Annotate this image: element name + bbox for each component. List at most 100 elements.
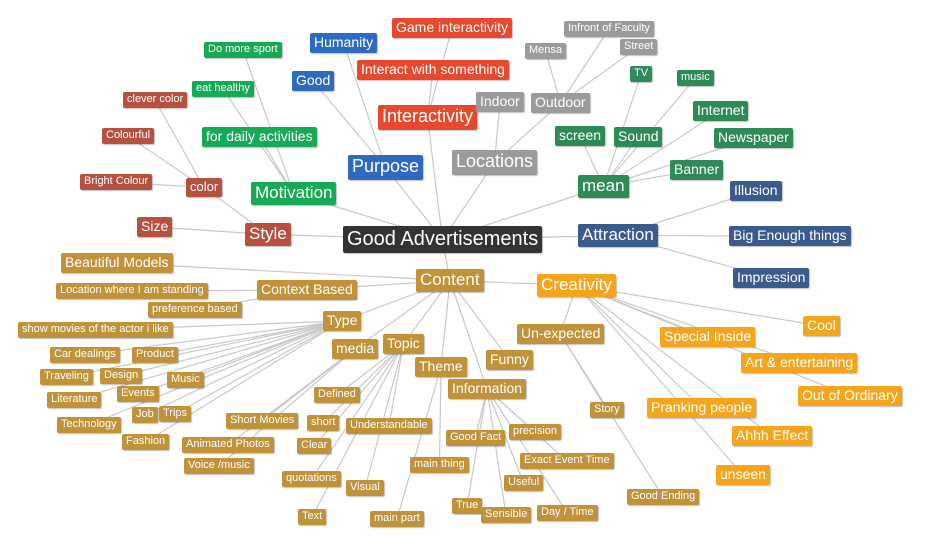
node-bright-colour[interactable]: Bright Colour <box>80 174 153 191</box>
node-newspaper[interactable]: Newspaper <box>714 128 793 148</box>
node-precision[interactable]: precision <box>509 424 562 441</box>
node-banner[interactable]: Banner <box>670 160 724 180</box>
node-humanity[interactable]: Humanity <box>310 33 378 53</box>
node-daily-activities[interactable]: for daily activities <box>202 127 317 147</box>
node-good-advertisements[interactable]: Good Advertisements <box>343 226 543 253</box>
node-internet[interactable]: Internet <box>693 101 749 121</box>
node-media[interactable]: media <box>332 339 379 359</box>
node-clear[interactable]: Clear <box>297 438 332 455</box>
node-product[interactable]: Product <box>132 347 178 364</box>
node-design[interactable]: Design <box>100 368 143 385</box>
node-location-where-standing[interactable]: Location where I am standing <box>56 283 208 300</box>
node-car-dealings[interactable]: Car dealings <box>50 347 120 364</box>
node-good[interactable]: Good <box>292 71 335 91</box>
connector-line <box>154 99 205 188</box>
node-short[interactable]: short <box>307 415 340 432</box>
node-day-time[interactable]: Day / Time <box>537 505 598 522</box>
node-traveling[interactable]: Traveling <box>40 369 93 386</box>
node-outdoor[interactable]: Outdoor <box>531 93 590 113</box>
node-mean[interactable]: mean <box>578 175 629 199</box>
connector-line <box>440 280 451 368</box>
node-mensa[interactable]: Mensa <box>525 43 567 60</box>
connector-line <box>426 117 444 240</box>
connector-line <box>576 285 744 476</box>
node-beautiful-models[interactable]: Beautiful Models <box>61 253 173 273</box>
node-big-enough-things[interactable]: Big Enough things <box>729 226 851 246</box>
connector-line <box>144 320 343 416</box>
node-technology[interactable]: Technology <box>57 417 121 434</box>
node-type[interactable]: Type <box>323 311 362 331</box>
node-quotations[interactable]: quotations <box>282 471 341 488</box>
node-main-part[interactable]: main part <box>370 511 424 528</box>
node-motivation[interactable]: Motivation <box>251 182 337 206</box>
node-voice-music[interactable]: Voice /music <box>184 458 254 475</box>
node-main-thing[interactable]: main thing <box>410 457 469 474</box>
node-show-movies[interactable]: show movies of the actor i like <box>18 322 173 339</box>
node-visual[interactable]: Visual <box>346 480 384 497</box>
node-trips[interactable]: Trips <box>159 406 192 423</box>
node-out-of-ordinary[interactable]: Out of Ordinary <box>798 386 902 406</box>
node-good-ending[interactable]: Good Ending <box>627 489 700 506</box>
node-information[interactable]: Information <box>448 379 527 399</box>
node-useful[interactable]: Useful <box>504 475 544 492</box>
node-exact-event-time[interactable]: Exact Event Time <box>520 453 614 470</box>
node-preference-based[interactable]: preference based <box>148 302 242 319</box>
node-animated-photos[interactable]: Animated Photos <box>182 437 274 454</box>
node-game-interactivity[interactable]: Game interactivity <box>392 18 513 38</box>
node-style[interactable]: Style <box>245 223 291 247</box>
node-impression[interactable]: Impression <box>733 268 810 288</box>
connector-line <box>88 320 343 426</box>
node-sensible[interactable]: Sensible <box>481 507 532 524</box>
node-art-entertaining[interactable]: Art & entertaining <box>741 353 858 373</box>
node-music-media[interactable]: music <box>677 70 714 87</box>
node-attraction[interactable]: Attraction <box>578 224 658 248</box>
node-eat-healthy[interactable]: eat healthy <box>192 81 254 98</box>
node-short-movies[interactable]: Short Movies <box>226 413 299 430</box>
node-text[interactable]: Text <box>298 509 327 526</box>
node-size[interactable]: Size <box>137 217 173 237</box>
node-understandable[interactable]: Understandable <box>346 418 432 435</box>
node-illusion[interactable]: Illusion <box>730 181 782 201</box>
node-literature[interactable]: Literature <box>47 392 102 409</box>
node-un-expected[interactable]: Un-expected <box>517 324 605 344</box>
node-color[interactable]: color <box>186 178 223 197</box>
node-good-fact[interactable]: Good Fact <box>446 430 506 447</box>
node-theme[interactable]: Theme <box>415 357 467 377</box>
node-pranking-people[interactable]: Pranking people <box>647 398 757 418</box>
node-unseen[interactable]: unseen <box>716 465 770 485</box>
connector-line <box>364 343 405 489</box>
node-do-more-sport[interactable]: Do more sport <box>204 42 282 59</box>
node-creativity[interactable]: Creativity <box>537 274 616 298</box>
node-ahhh-effect[interactable]: Ahhh Effect <box>732 426 813 446</box>
node-story[interactable]: Story <box>590 402 624 419</box>
node-clever-color[interactable]: clever color <box>123 92 188 109</box>
node-colourful[interactable]: Colourful <box>102 128 155 145</box>
node-defined[interactable]: Defined <box>314 387 360 404</box>
node-fashion[interactable]: Fashion <box>122 434 170 451</box>
node-special-inside[interactable]: Special Inside <box>660 327 756 347</box>
connector-line <box>603 110 721 188</box>
node-events[interactable]: Events <box>117 386 159 403</box>
node-street[interactable]: Street <box>620 39 658 56</box>
node-funny[interactable]: Funny <box>486 350 533 370</box>
node-content[interactable]: Content <box>416 269 484 293</box>
node-screen[interactable]: screen <box>555 126 606 146</box>
node-job[interactable]: Job <box>132 407 158 424</box>
node-infront-of-faculty[interactable]: Infront of Faculty <box>564 21 654 38</box>
node-context-based[interactable]: Context Based <box>257 280 357 300</box>
node-interact-with-something[interactable]: Interact with something <box>357 60 509 80</box>
node-true[interactable]: True <box>452 498 483 515</box>
node-topic[interactable]: Topic <box>383 334 424 354</box>
node-locations[interactable]: Locations <box>452 150 538 175</box>
node-indoor[interactable]: Indoor <box>476 92 524 112</box>
node-cool[interactable]: Cool <box>803 316 840 336</box>
node-purpose[interactable]: Purpose <box>348 155 424 180</box>
node-sound[interactable]: Sound <box>614 127 663 147</box>
node-music-type[interactable]: Music <box>167 372 204 389</box>
connector-line <box>66 320 343 378</box>
node-tv[interactable]: TV <box>630 66 653 83</box>
connector-line <box>486 388 507 516</box>
node-interactivity[interactable]: Interactivity <box>378 105 478 130</box>
connector-line <box>311 343 404 480</box>
